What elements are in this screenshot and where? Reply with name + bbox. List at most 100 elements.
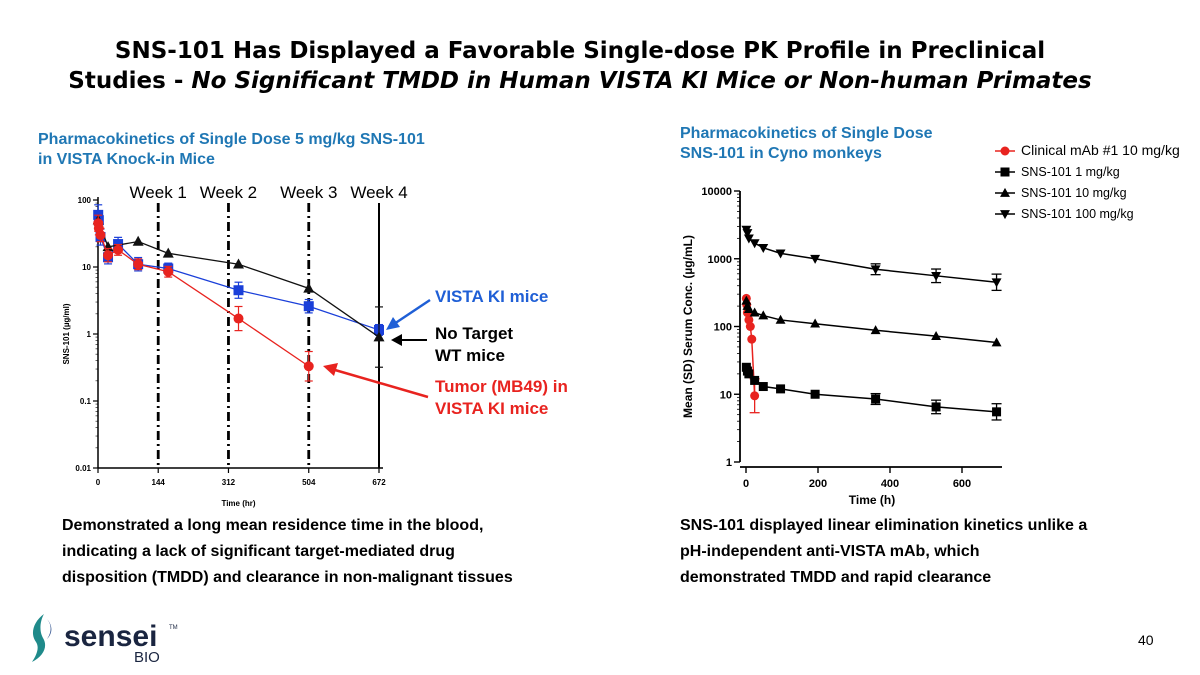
data-point [870, 325, 881, 335]
data-point [233, 313, 244, 324]
data-point [303, 301, 314, 312]
y-tick-label: 100 [714, 322, 732, 334]
data-point [373, 331, 385, 342]
week-label: Week 2 [200, 183, 257, 202]
x-axis-title: Time (h) [849, 493, 895, 507]
data-point [743, 234, 754, 244]
y-axis-title: SNS-101 (µg/ml) [62, 303, 71, 364]
annotation-tumor-line-2: VISTA KI mice [435, 399, 548, 418]
page-number: 40 [1138, 632, 1154, 648]
series-line-2 [97, 223, 310, 367]
y-tick-label: 10 [720, 389, 732, 401]
data-point [303, 282, 315, 293]
x-axis-title: Time (hr) [221, 499, 255, 508]
data-point [871, 394, 881, 404]
data-point [758, 310, 769, 320]
annotation-vista-ki: VISTA KI mice [435, 287, 548, 306]
data-point [758, 243, 769, 253]
legend-label: Clinical mAb #1 10 mg/kg [1021, 142, 1180, 158]
annotation-arrow-shaft [390, 298, 431, 328]
data-point [133, 259, 144, 270]
data-point [742, 229, 753, 239]
annotation-wt-line-2: WT mice [435, 346, 505, 365]
week-label: Week 3 [280, 183, 337, 202]
title-line-2-italic: No Significant TMDD in Human VISTA KI Mi… [191, 68, 1092, 94]
x-tick-label: 504 [302, 478, 316, 487]
title-line-1: SNS-101 Has Displayed a Favorable Single… [114, 38, 1046, 64]
cyno-pk-chart: 10000 1000 100 10 10 200 400 600 Time (h) Mean (S… [681, 142, 1180, 507]
x-tick-label: 0 [96, 478, 101, 487]
data-point [810, 254, 821, 264]
data-point [991, 278, 1002, 288]
y-tick-label: 0.01 [75, 464, 91, 473]
sensei-bio-logo: sensei TM BIO [32, 614, 178, 664]
data-point [103, 250, 114, 261]
data-point [303, 361, 314, 372]
data-point [931, 271, 942, 281]
legend-marker [1000, 167, 1010, 177]
x-tick-label: 0 [743, 478, 749, 490]
right-caption-line-3: demonstrated TMDD and rapid clearance [680, 569, 992, 586]
data-point [810, 389, 820, 399]
sensei-logo-mark-icon [32, 614, 46, 662]
x-tick-label: 600 [953, 478, 971, 490]
x-tick-label: 144 [152, 478, 166, 487]
title-line-2: Studies - No Significant TMDD in Human V… [0, 66, 1160, 96]
right-chart-heading: Pharmacokinetics of Single Dose SNS-101 … [680, 124, 933, 164]
y-axis-title: Mean (SD) Serum Conc. (µg/mL) [681, 235, 695, 418]
legend-marker [1000, 210, 1010, 220]
y-tick-label: 1 [726, 457, 732, 469]
data-point [991, 337, 1002, 347]
annotation-tumor-line-1: Tumor (MB49) in [435, 377, 568, 396]
data-point [747, 334, 757, 344]
data-point [992, 407, 1002, 417]
data-point [749, 239, 760, 249]
data-point [95, 230, 106, 241]
legend-label: SNS-101 10 mg/kg [1021, 186, 1127, 200]
left-caption: Demonstrated a long mean residence time … [62, 513, 513, 591]
logo-wordmark: sensei [64, 620, 157, 653]
right-heading-line-2: SNS-101 in Cyno monkeys [680, 145, 882, 162]
annotation-arrow-shaft [334, 368, 429, 399]
data-point [132, 235, 144, 246]
right-caption: SNS-101 displayed linear elimination kin… [680, 513, 1087, 591]
data-point [870, 265, 881, 275]
left-heading-line-2: in VISTA Knock-in Mice [38, 151, 215, 168]
legend-marker [1000, 187, 1010, 197]
data-point [743, 304, 754, 314]
data-point [776, 384, 786, 394]
y-tick-label: 1000 [708, 254, 732, 266]
week-label: Week 1 [130, 183, 187, 202]
data-point [233, 258, 244, 269]
data-point [162, 247, 174, 258]
right-heading-line-1: Pharmacokinetics of Single Dose [680, 125, 933, 142]
x-tick-label: 200 [809, 478, 827, 490]
data-point [775, 314, 786, 324]
left-caption-line-2: indicating a lack of significant target-… [62, 543, 455, 560]
data-point [233, 285, 244, 296]
week-label: Week 4 [350, 183, 407, 202]
y-tick-label: 0.1 [80, 397, 92, 406]
legend-label: SNS-101 1 mg/kg [1021, 165, 1120, 179]
data-point [750, 391, 760, 401]
y-tick-label: 1 [87, 330, 92, 339]
y-tick-label: 10000 [701, 186, 732, 198]
data-point [750, 375, 760, 385]
data-point [758, 382, 768, 392]
left-chart-heading: Pharmacokinetics of Single Dose 5 mg/kg … [38, 130, 425, 170]
logo-bio: BIO [134, 649, 160, 664]
right-caption-line-1: SNS-101 displayed linear elimination kin… [680, 517, 1088, 534]
y-tick-label: 10 [82, 263, 91, 272]
left-heading-line-1: Pharmacokinetics of Single Dose 5 mg/kg … [38, 131, 425, 148]
left-caption-line-3: disposition (TMDD) and clearance in non-… [62, 569, 513, 586]
data-point [163, 266, 174, 277]
x-tick-label: 312 [222, 478, 236, 487]
data-point [775, 249, 786, 259]
sensei-logo-mark-accent-icon [46, 618, 52, 639]
annotation-arrow-head [323, 363, 338, 376]
data-point [745, 322, 755, 331]
x-tick-label: 672 [372, 478, 386, 487]
legend-marker [1000, 146, 1010, 156]
title-line-2-prefix: Studies - [68, 68, 192, 94]
annotation-wt-line-1: No Target [435, 324, 513, 343]
